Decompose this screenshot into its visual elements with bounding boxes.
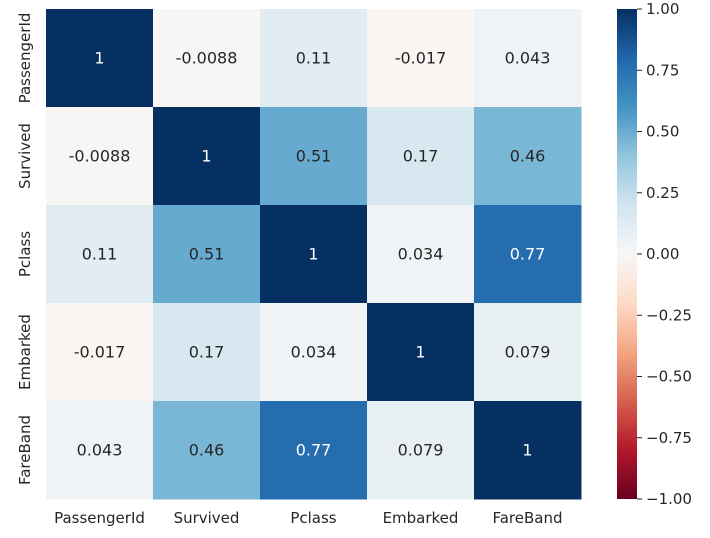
colorbar-tick-label: 0.00 (646, 245, 679, 263)
y-tick-label: Embarked (16, 314, 34, 390)
heatmap-cell (153, 303, 261, 402)
heatmap-cell (474, 401, 582, 500)
heatmap-cell (46, 401, 154, 500)
cell-value-label: 0.034 (398, 245, 444, 264)
colorbar-tick-label: −0.75 (646, 429, 692, 447)
heatmap-cell (367, 9, 475, 108)
heatmap-cell (260, 205, 368, 304)
cell-value-label: 0.079 (505, 343, 551, 362)
heatmap-cell (46, 303, 154, 402)
cell-value-label: 0.034 (291, 343, 337, 362)
cell-value-label: 0.77 (510, 245, 546, 264)
cell-value-label: 0.46 (510, 147, 546, 166)
heatmap-cell (367, 205, 475, 304)
cell-value-label: 0.043 (505, 49, 551, 68)
heatmap-cell (260, 107, 368, 206)
cell-value-label: 1 (201, 147, 211, 166)
heatmap-cell (367, 303, 475, 402)
cell-value-label: 0.77 (296, 441, 332, 460)
y-tick-label: Survived (16, 123, 34, 189)
heatmap-cell (153, 205, 261, 304)
cell-value-label: 0.46 (189, 441, 225, 460)
heatmap-cell (46, 107, 154, 206)
cell-value-label: 0.043 (77, 441, 123, 460)
cell-value-label: 0.17 (189, 343, 225, 362)
x-tick-label: Survived (174, 509, 240, 527)
y-tick-label: FareBand (16, 415, 34, 485)
cell-value-label: 1 (415, 343, 425, 362)
cell-value-label: -0.0088 (176, 49, 238, 68)
cell-value-label: 0.51 (189, 245, 225, 264)
heatmap-cell (474, 9, 582, 108)
x-axis-ticks: PassengerId Survived Pclass Embarked FareBan… (54, 509, 562, 527)
heatmap-cell (46, 9, 154, 108)
heatmap-cell (367, 107, 475, 206)
colorbar-tick-label: 0.50 (646, 123, 679, 141)
colorbar (617, 9, 637, 499)
colorbar-ticks: 1.00 0.75 0.50 0.25 0.00 −0.25 −0.50 −0.75 −1.00 (637, 0, 692, 508)
x-tick-label: PassengerId (54, 509, 145, 527)
heatmap-cell (46, 205, 154, 304)
heatmap-cell (260, 9, 368, 108)
cell-value-label: 0.17 (403, 147, 439, 166)
y-axis-ticks: PassengerId Survived Pclass Embarked FareBan… (16, 13, 34, 485)
colorbar-tick-label: −1.00 (646, 490, 692, 508)
x-tick-label: FareBand (492, 509, 562, 527)
x-tick-label: Pclass (290, 509, 336, 527)
cell-value-label: 0.51 (296, 147, 332, 166)
heatmap-cell (367, 401, 475, 500)
heatmap-cell (153, 107, 261, 206)
colorbar-tick-label: 0.25 (646, 184, 679, 202)
cell-value-label: 1 (308, 245, 318, 264)
colorbar-tick-label: 0.75 (646, 61, 679, 79)
cell-value-label: -0.0088 (69, 147, 131, 166)
heatmap-cells: 1 -0.0088 0.11 -0.017 0.043 -0.0088 1 0.51 0.17 0… (46, 9, 582, 500)
x-tick-label: Embarked (383, 509, 459, 527)
heatmap-cell (153, 401, 261, 500)
cell-value-label: 1 (522, 441, 532, 460)
cell-value-label: -0.017 (74, 343, 126, 362)
heatmap-cell (260, 401, 368, 500)
heatmap-cell (153, 9, 261, 108)
heatmap-cell (474, 205, 582, 304)
colorbar-tick-label: −0.50 (646, 368, 692, 386)
colorbar-tick-label: 1.00 (646, 0, 679, 18)
heatmap-cell (474, 303, 582, 402)
heatmap-cell (474, 107, 582, 206)
cell-value-label: -0.017 (395, 49, 447, 68)
cell-value-label: 0.11 (82, 245, 118, 264)
heatmap-cell (260, 303, 368, 402)
y-tick-label: PassengerId (16, 13, 34, 104)
cell-value-label: 0.11 (296, 49, 332, 68)
cell-value-label: 0.079 (398, 441, 444, 460)
cell-value-label: 1 (94, 49, 104, 68)
colorbar-tick-label: −0.25 (646, 306, 692, 324)
y-tick-label: Pclass (16, 231, 34, 277)
